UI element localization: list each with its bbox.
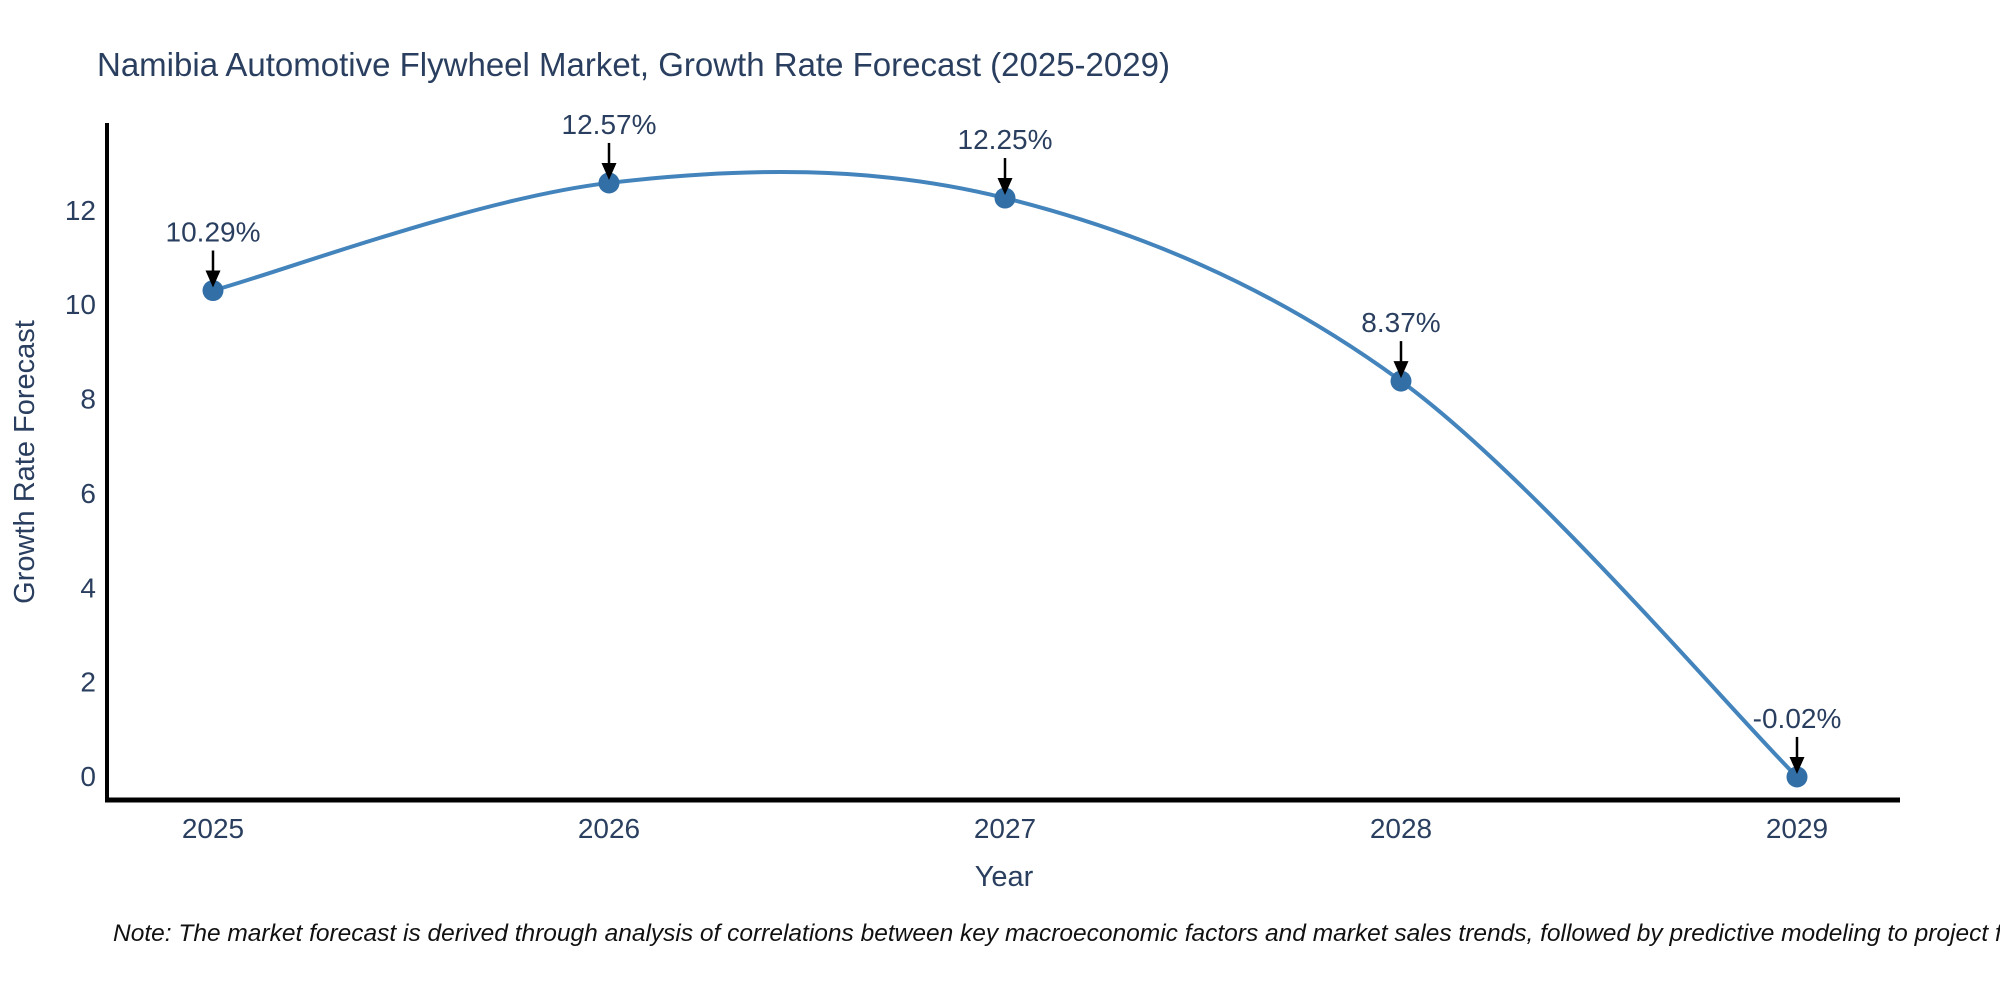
y-tick-label: 6 — [80, 478, 96, 509]
y-tick-label: 8 — [80, 384, 96, 415]
data-point — [994, 187, 1016, 209]
y-tick-label: 2 — [80, 667, 96, 698]
trend-line — [211, 169, 1799, 779]
annotation-arrowhead — [1789, 756, 1805, 774]
point-annotation: 12.57% — [562, 109, 657, 140]
annotation-arrowhead — [205, 270, 221, 288]
chart-title: Namibia Automotive Flywheel Market, Grow… — [97, 46, 1170, 83]
annotation-arrowhead — [1393, 361, 1409, 379]
annotation-arrowhead — [997, 178, 1013, 196]
point-annotation: 8.37% — [1361, 307, 1440, 338]
y-tick-label: 12 — [65, 195, 96, 226]
x-tick-label: 2028 — [1370, 813, 1432, 844]
plot-area: 0 2 4 6 8 10 12 2025 2026 2027 2028 2029 10.29% 12.57… — [65, 109, 1900, 844]
y-tick-label: 0 — [80, 761, 96, 792]
point-annotation: -0.02% — [1753, 703, 1842, 734]
y-tick-label: 4 — [80, 572, 96, 603]
annotation-arrowhead — [601, 162, 617, 180]
x-tick-label: 2026 — [578, 813, 640, 844]
data-point — [598, 172, 620, 194]
data-point — [1786, 766, 1808, 788]
footnote: Note: The market forecast is derived thr… — [113, 920, 2000, 947]
point-annotation: 10.29% — [166, 217, 261, 248]
point-annotation: 12.25% — [958, 124, 1053, 155]
data-point — [1390, 370, 1412, 392]
x-tick-label: 2029 — [1766, 813, 1828, 844]
x-axis-title: Year — [975, 861, 1034, 893]
x-tick-label: 2025 — [182, 813, 244, 844]
data-point — [202, 280, 224, 302]
x-tick-label: 2027 — [974, 813, 1036, 844]
y-tick-label: 10 — [65, 289, 96, 320]
y-axis-title: Growth Rate Forecast — [9, 320, 41, 604]
